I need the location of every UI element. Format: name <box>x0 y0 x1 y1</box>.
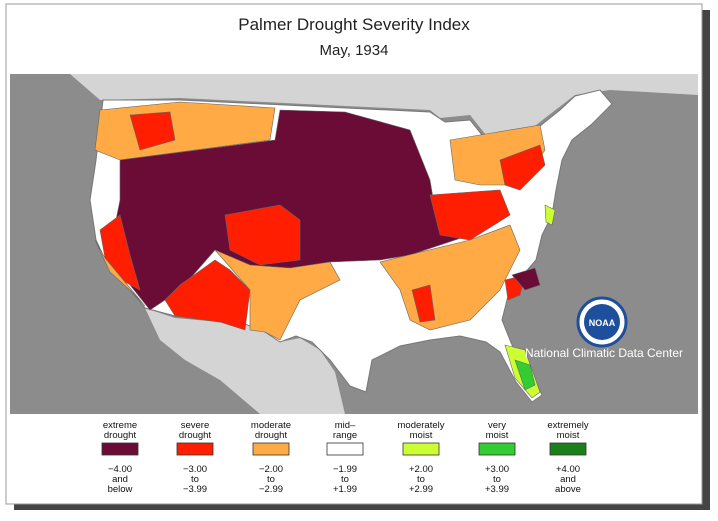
legend-range: above <box>555 484 581 495</box>
region-moderate-southeast <box>379 224 521 331</box>
logo-emblem: NOAA <box>589 318 616 328</box>
legend-range: +4.00 <box>556 464 580 475</box>
legend-label: drought <box>255 430 288 441</box>
region-severe-mississippi <box>411 284 436 323</box>
region-severe-colorado <box>224 204 301 266</box>
region-severe <box>129 111 176 151</box>
legend-label: range <box>333 430 357 441</box>
legend-range: to <box>267 474 275 485</box>
legend-range: −2.00 <box>259 464 283 475</box>
legend-range: +2.00 <box>409 464 433 475</box>
drought-regions <box>94 101 556 399</box>
region-extreme <box>109 109 471 311</box>
region-severe-newyork <box>499 144 546 191</box>
legend-range: −4.00 <box>108 464 132 475</box>
legend-swatch <box>101 442 139 456</box>
legend-label: moist <box>557 430 580 441</box>
legend-swatch <box>176 442 214 456</box>
legend-label: extremely <box>547 420 588 431</box>
region-moderate-coast <box>94 239 146 307</box>
legend-label: extreme <box>103 420 137 431</box>
legend-label: severe <box>181 420 210 431</box>
region-moderate-southwest <box>214 249 341 341</box>
legend-swatch <box>402 442 440 456</box>
legend-range: to <box>341 474 349 485</box>
legend-label: moderately <box>398 420 445 431</box>
region-extreme-carolina <box>511 267 541 291</box>
region-very-moist-florida <box>514 359 536 391</box>
title: Palmer Drought Severity Index <box>238 15 470 34</box>
legend-range: −1.99 <box>333 464 357 475</box>
legend-label: drought <box>104 430 137 441</box>
legend-range: below <box>108 484 133 495</box>
legend-range: +3.00 <box>485 464 509 475</box>
legend-range: −2.99 <box>259 484 283 495</box>
legend: extremedrought−4.00andbelowseveredrought… <box>101 420 589 495</box>
legend-swatch <box>252 442 290 456</box>
legend-swatch <box>549 442 587 456</box>
legend-label: very <box>488 420 506 431</box>
legend-label: drought <box>179 430 212 441</box>
legend-range: and <box>112 474 128 485</box>
region-severe-ohio <box>429 189 511 241</box>
logo-disc <box>584 304 620 340</box>
legend-range: to <box>493 474 501 485</box>
legend-range: +3.99 <box>485 484 509 495</box>
legend-label: moist <box>486 430 509 441</box>
mexico <box>145 308 345 414</box>
region-moist-newjersey <box>544 204 556 226</box>
noaa-logo: NOAA National Climatic Data Center <box>525 296 683 360</box>
legend-range: +1.99 <box>333 484 357 495</box>
legend-label: mid– <box>335 420 356 431</box>
canada <box>10 74 698 140</box>
legend-swatch <box>478 442 516 456</box>
subtitle: May, 1934 <box>320 42 389 59</box>
legend-range: +2.99 <box>409 484 433 495</box>
legend-label: moist <box>410 430 433 441</box>
legend-range: to <box>191 474 199 485</box>
legend-range: and <box>560 474 576 485</box>
logo-caption: National Climatic Data Center <box>525 346 683 360</box>
legend-range: −3.00 <box>183 464 207 475</box>
map <box>10 74 698 414</box>
legend-swatch <box>326 442 364 456</box>
legend-label: moderate <box>251 420 291 431</box>
legend-range: to <box>417 474 425 485</box>
legend-range: −3.99 <box>183 484 207 495</box>
